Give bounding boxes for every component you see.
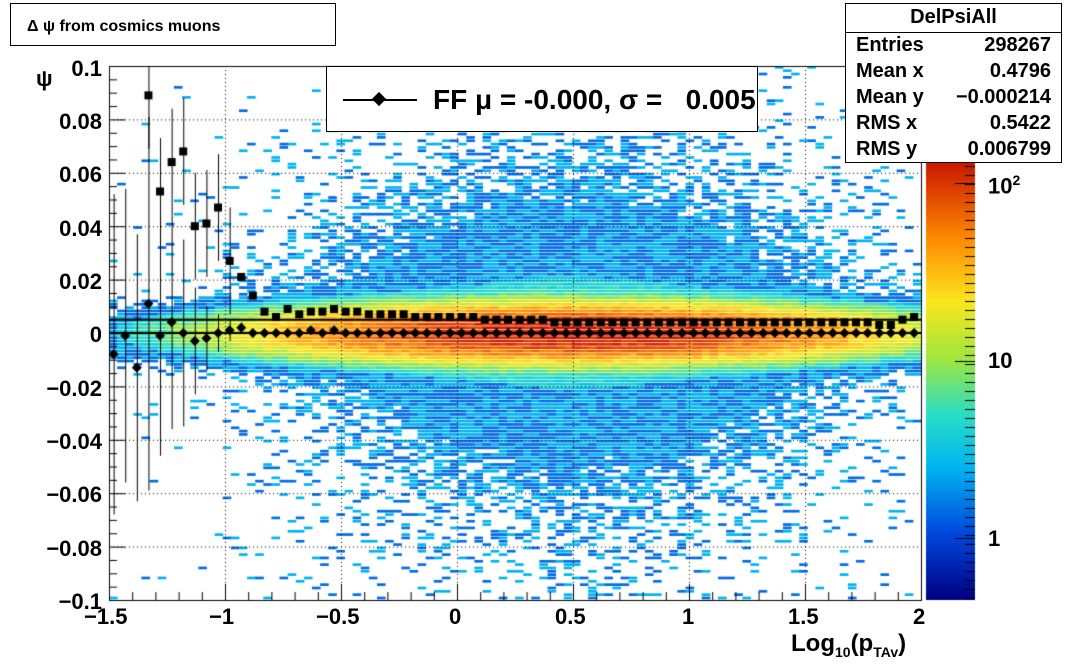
stats-label: Mean x [856,60,924,82]
y-tick-label: 0.02 [59,269,102,294]
stats-row-mean-x: Mean x 0.4796 [856,60,1051,86]
z-scale-label-100: 102 [988,172,1021,199]
y-tick-label: 0.08 [59,109,102,134]
stats-row-entries: Entries 298267 [856,34,1051,60]
y-tick-label: −0.04 [46,429,102,454]
stats-value: 0.006799 [967,138,1051,160]
stats-row-rms-x: RMS x 0.5422 [856,112,1051,138]
stats-row-mean-y: Mean y −0.000214 [856,86,1051,112]
y-tick-label: 0.06 [59,162,102,187]
legend-entry: FF μ = -0.000, σ = 0.005 [433,84,756,115]
stats-value: 298267 [984,34,1051,56]
stats-row-rms-y: RMS y 0.006799 [856,138,1051,164]
x-tick-label: 1 [682,604,695,629]
y-tick-label: 0.04 [59,216,102,241]
y-axis-label: ψ [36,66,53,91]
x-tick-label: 2 [913,604,926,629]
x-tick-label: −0.5 [316,604,360,629]
y-tick-label: −0.08 [46,536,102,561]
z-scale-label-1: 1 [988,526,1001,551]
stats-value: 0.5422 [989,112,1051,134]
legend-diamond-icon [371,91,387,107]
stats-label: Entries [856,34,924,56]
y-tick-label: −0.02 [46,376,102,401]
y-tick-label: 0 [89,322,102,347]
chart-title-box: Δ ψ from cosmics muons [10,3,336,46]
stats-value: −0.000214 [955,86,1051,108]
z-scale-label-10: 10 [988,348,1013,373]
y-tick-label: −0.1 [58,589,102,614]
x-tick-label: −1 [209,604,235,629]
stats-label: RMS x [856,112,918,134]
x-tick-label: 1.5 [788,604,819,629]
x-tick-label: −1.5 [84,604,128,629]
stats-label: RMS y [856,138,918,160]
stats-box: DelPsiAll Entries 298267 Mean x 0.4796 Mea… [845,3,1062,163]
legend-box: FF μ = -0.000, σ = 0.005 [326,66,758,132]
stats-value: 0.4796 [989,60,1051,82]
y-tick-label: −0.06 [46,482,102,507]
stats-label: Mean y [856,86,924,108]
stats-title: DelPsiAll [846,6,1061,33]
x-tick-label: 0 [449,604,462,629]
chart-title: Δ ψ from cosmics muons [27,18,221,35]
x-axis-label: Log10(pTAv) [791,630,907,660]
y-tick-label: 0.1 [71,56,102,81]
x-tick-label: 0.5 [555,604,586,629]
